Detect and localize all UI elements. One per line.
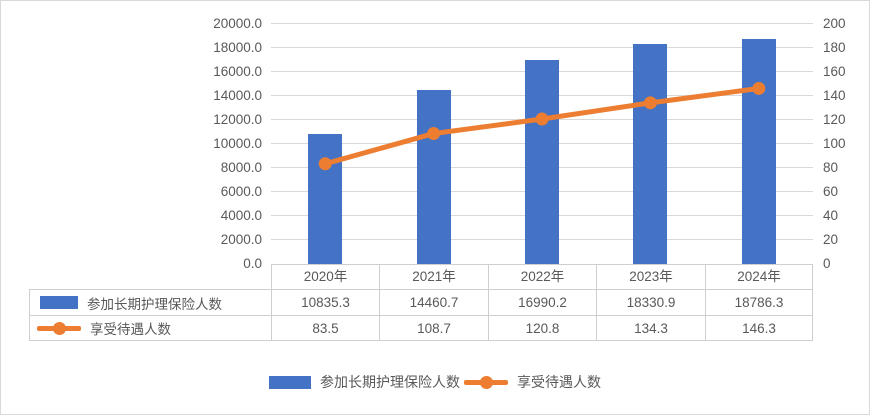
left-axis-tick-label: 8000.0 (220, 160, 262, 175)
legend-line-marker (479, 375, 493, 389)
legend-bar-swatch-icon (269, 375, 311, 389)
bar-2020年 (308, 133, 343, 264)
table-cell-2020年-享受待遇人数: 83.5 (271, 315, 379, 341)
table-legend-line-swatch-icon (37, 321, 81, 335)
line-marker (535, 112, 549, 126)
legend-bar-label: 参加长期护理保险人数 (320, 374, 460, 390)
table-legend-line-marker (52, 321, 66, 335)
right-axis-tick-label: 40 (823, 208, 839, 223)
line-marker (752, 81, 766, 95)
right-axis-tick-label: 120 (823, 112, 846, 127)
table-header-2021年: 2021年 (379, 264, 488, 289)
table-cell-2023年-参加长期护理保险人数: 18330.9 (596, 289, 705, 315)
chart-legend: 参加长期护理保险人数 享受待遇人数 (1, 372, 869, 392)
left-axis-tick-label: 2000.0 (220, 232, 262, 247)
table-header-2023年: 2023年 (596, 264, 705, 289)
line-marker (427, 127, 441, 141)
table-cell-2023年-享受待遇人数: 134.3 (596, 315, 705, 341)
right-axis-tick-label: 20 (823, 232, 839, 247)
right-axis-tick-label: 180 (823, 40, 846, 55)
left-axis-tick-label: 16000.0 (213, 64, 262, 79)
table-row-label-text: 参加长期护理保险人数 (87, 296, 222, 312)
left-axis-tick-label: 6000.0 (220, 184, 262, 199)
table-legend-bar-swatch-icon (40, 296, 78, 309)
line-marker (643, 96, 657, 110)
table-cell-2022年-享受待遇人数: 120.8 (488, 315, 596, 341)
bar-2022年 (525, 60, 559, 264)
table-row-label-text: 享受待遇人数 (90, 322, 171, 337)
line-marker (318, 157, 332, 171)
right-axis-tick-label: 140 (823, 88, 846, 103)
gridline (271, 47, 813, 48)
table-header-2020年: 2020年 (271, 264, 379, 289)
trend-line (322, 85, 762, 167)
table-cell-2022年-参加长期护理保险人数: 16990.2 (488, 289, 596, 315)
legend-line-label: 享受待遇人数 (517, 374, 601, 390)
left-axis-tick-label: 4000.0 (220, 208, 262, 223)
left-axis-tick-label: 18000.0 (213, 40, 262, 55)
table-cell-2021年-享受待遇人数: 108.7 (379, 315, 488, 341)
bar-2024年 (741, 38, 776, 264)
right-axis-tick-label: 60 (823, 184, 839, 199)
table-header-2022年: 2022年 (488, 264, 596, 289)
left-axis-tick-label: 14000.0 (213, 88, 262, 103)
table-header-2024年: 2024年 (705, 264, 813, 289)
right-axis-tick-label: 80 (823, 160, 839, 175)
table-cell-2021年-参加长期护理保险人数: 14460.7 (379, 289, 488, 315)
bar-2023年 (633, 44, 668, 264)
bar-2021年 (416, 90, 451, 264)
left-axis-tick-label: 12000.0 (213, 112, 262, 127)
trend-line-layer (318, 81, 766, 171)
gridline (271, 23, 813, 24)
right-axis-tick-label: 160 (823, 64, 846, 79)
table-row-label-参加长期护理保险人数: 参加长期护理保险人数 (29, 289, 271, 315)
left-axis-tick-label: 10000.0 (213, 136, 262, 151)
left-axis-tick-label: 0.0 (243, 256, 262, 271)
table-cell-2024年-参加长期护理保险人数: 18786.3 (705, 289, 813, 315)
table-cell-2020年-参加长期护理保险人数: 10835.3 (271, 289, 379, 315)
table-row-label-享受待遇人数: 享受待遇人数 (29, 315, 271, 341)
right-axis-tick-label: 200 (823, 16, 846, 31)
left-axis-tick-label: 20000.0 (213, 16, 262, 31)
right-axis-tick-label: 0 (823, 256, 831, 271)
legend-line-swatch-icon (464, 375, 508, 389)
right-axis-tick-label: 100 (823, 136, 846, 151)
table-cell-2024年-享受待遇人数: 146.3 (705, 315, 813, 341)
